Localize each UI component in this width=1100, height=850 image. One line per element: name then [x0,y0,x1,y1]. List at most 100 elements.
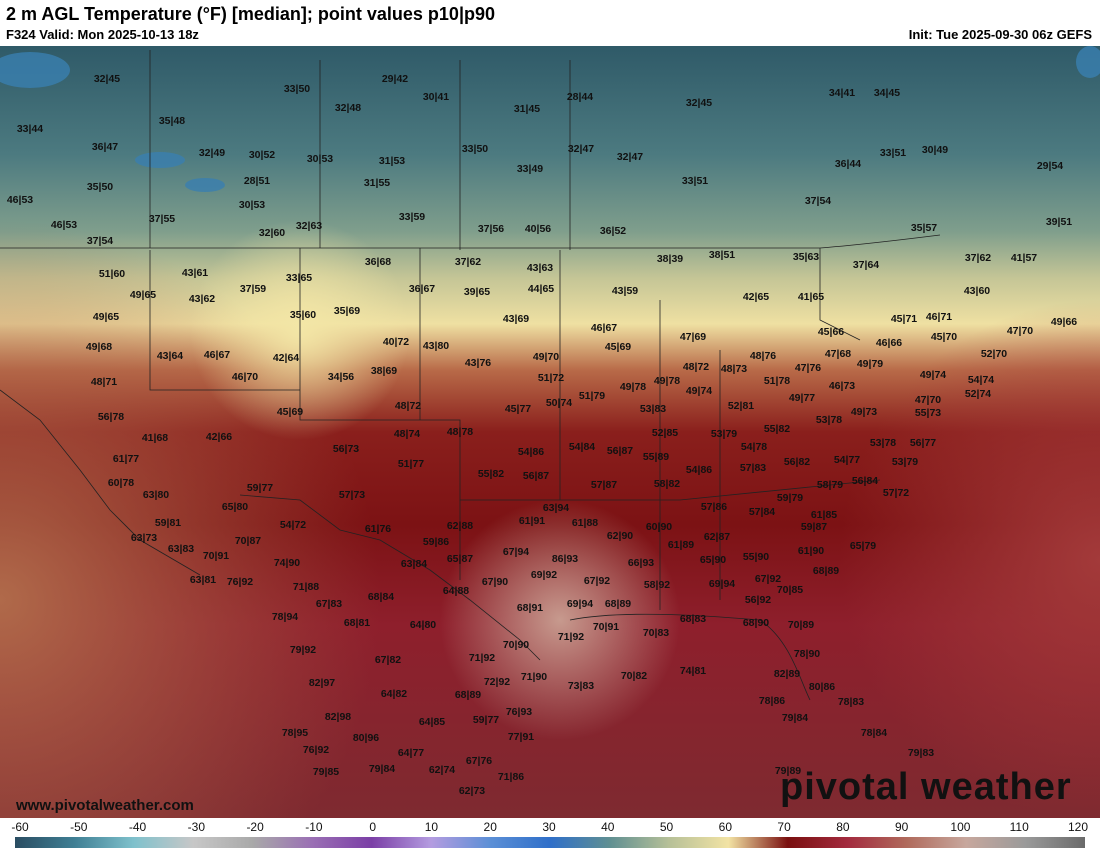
colorbar-svg: -60 -50 -40 -30 -20 -10 0 10 20 30 40 50 60 70 80 90 100… [11,820,1088,848]
point-value-label: 50|74 [546,397,572,409]
point-value-label: 51|77 [398,458,424,470]
point-value-label: 56|84 [852,475,878,487]
point-value-label: 28|44 [567,91,593,103]
point-value-label: 54|74 [968,374,994,386]
point-value-label: 62|87 [704,531,730,543]
point-value-label: 49|70 [533,351,559,363]
map-title: 2 m AGL Temperature (°F) [median]; point… [6,4,495,24]
point-value-label: 37|54 [87,235,113,247]
point-value-label: 68|83 [680,613,706,625]
point-value-label: 79|92 [290,644,316,656]
point-value-label: 59|87 [801,521,827,533]
point-value-label: 67|94 [503,546,529,558]
point-value-label: 49|68 [86,341,112,353]
point-value-label: 65|90 [700,554,726,566]
point-value-label: 49|74 [686,385,712,397]
point-value-label: 78|83 [838,696,864,708]
point-value-label: 40|72 [383,336,409,348]
colorbar-tick-label: -10 [305,820,323,834]
point-value-label: 68|89 [605,598,631,610]
point-value-label: 57|84 [749,506,775,518]
point-value-label: 61|88 [572,517,598,529]
point-value-label: 43|63 [527,262,553,274]
point-value-label: 47|68 [825,348,851,360]
point-value-label: 36|68 [365,256,391,268]
point-value-label: 46|67 [591,322,617,334]
point-value-label: 32|47 [617,151,643,163]
point-value-label: 72|92 [484,676,510,688]
point-value-label: 51|78 [764,375,790,387]
point-value-label: 49|77 [789,392,815,404]
point-value-label: 62|88 [447,520,473,532]
point-value-label: 48|73 [721,363,747,375]
point-value-label: 33|49 [517,163,543,175]
point-value-label: 48|76 [750,350,776,362]
point-value-label: 48|72 [683,361,709,373]
temperature-map[interactable]: 32|45 33|50 29|42 30|41 31|45 28|44 32|45 34|41… [0,46,1100,818]
colorbar-gradient [15,837,1085,848]
point-value-label: 46|73 [829,380,855,392]
colorbar-tick-label: -30 [188,820,206,834]
point-value-label: 32|47 [568,143,594,155]
point-value-label: 46|71 [926,311,952,323]
colorbar-tick-label: -60 [11,820,29,834]
point-value-label: 49|65 [130,289,156,301]
point-value-label: 68|81 [344,617,370,629]
point-value-label: 57|72 [883,487,909,499]
point-value-label: 70|89 [788,619,814,631]
point-value-label: 32|45 [686,97,712,109]
point-value-label: 43|80 [423,340,449,352]
point-value-label: 33|51 [880,147,906,159]
colorbar-tick-label: -40 [129,820,147,834]
point-value-label: 46|70 [232,371,258,383]
point-value-label: 69|94 [709,578,735,590]
point-value-label: 49|74 [920,369,946,381]
point-value-label: 41|57 [1011,252,1037,264]
point-value-label: 43|62 [189,293,215,305]
point-value-label: 63|83 [168,543,194,555]
point-value-label: 35|60 [290,309,316,321]
point-value-label: 67|90 [482,576,508,588]
point-value-label: 53|79 [892,456,918,468]
point-value-label: 68|84 [368,591,394,603]
map-canvas: 32|45 33|50 29|42 30|41 31|45 28|44 32|45 34|41… [0,46,1100,818]
point-value-label: 49|79 [857,358,883,370]
point-value-label: 78|94 [272,611,298,623]
point-value-label: 71|88 [293,581,319,593]
point-value-label: 33|65 [286,272,312,284]
point-value-label: 58|82 [654,478,680,490]
watermark-url: www.pivotalweather.com [16,797,194,814]
point-value-label: 53|83 [640,403,666,415]
point-value-label: 58|79 [817,479,843,491]
point-value-label: 70|87 [235,535,261,547]
header: 2 m AGL Temperature (°F) [median]; point… [0,0,1100,46]
point-value-label: 49|78 [620,381,646,393]
point-value-label: 28|51 [244,175,270,187]
point-value-label: 55|90 [743,551,769,563]
point-value-label: 70|91 [203,550,229,562]
point-value-label: 55|89 [643,451,669,463]
point-value-label: 65|87 [447,553,473,565]
colorbar-tick-label: 70 [777,820,791,834]
point-value-label: 32|45 [94,73,120,85]
point-values-layer: 32|45 33|50 29|42 30|41 31|45 28|44 32|45 34|41… [7,73,1077,797]
point-value-label: 43|69 [503,313,529,325]
point-value-label: 52|70 [981,348,1007,360]
point-value-label: 42|65 [743,291,769,303]
colorbar-tick-label: 0 [369,820,376,834]
point-value-label: 86|93 [552,553,578,565]
point-value-label: 52|74 [965,388,991,400]
point-value-label: 74|81 [680,665,706,677]
point-value-label: 61|91 [519,515,545,527]
point-value-label: 74|90 [274,557,300,569]
colorbar-tick-label: -50 [70,820,88,834]
point-value-label: 48|71 [91,376,117,388]
point-value-label: 42|66 [206,431,232,443]
colorbar-tick-label: 110 [1010,820,1029,834]
point-value-label: 62|74 [429,764,455,776]
point-value-label: 52|85 [652,427,678,439]
point-value-label: 38|51 [709,249,735,261]
point-value-label: 30|53 [239,199,265,211]
point-value-label: 61|77 [113,453,139,465]
point-value-label: 49|65 [93,311,119,323]
